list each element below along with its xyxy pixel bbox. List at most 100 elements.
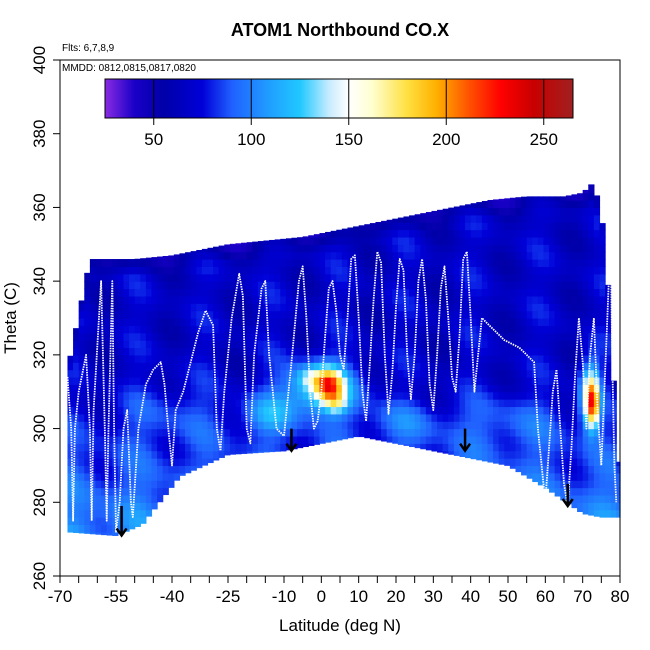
heatmap-cell (364, 224, 371, 231)
heatmap-cell (571, 207, 578, 216)
heatmap-cell (112, 531, 119, 536)
heatmap-cell (453, 325, 461, 334)
heatmap-cell (106, 435, 113, 444)
heatmap-cell (560, 399, 567, 408)
heatmap-cell (549, 450, 556, 459)
heatmap-cell (179, 391, 186, 400)
heatmap-cell (73, 517, 80, 525)
heatmap-cell (224, 450, 231, 456)
heatmap-cell (246, 391, 253, 400)
heatmap-cell (224, 266, 231, 275)
heatmap-cell (543, 347, 550, 356)
heatmap-cell (593, 214, 601, 223)
heatmap-cell (73, 347, 80, 356)
heatmap-cell (515, 340, 522, 349)
heatmap-cell (476, 244, 483, 253)
heatmap-cell (140, 266, 147, 275)
heatmap-cell (89, 435, 97, 444)
heatmap-cell (274, 406, 281, 415)
heatmap-cell (190, 354, 197, 363)
heatmap-cell (330, 340, 337, 349)
heatmap-cell (504, 369, 511, 378)
heatmap-cell (201, 281, 209, 290)
heatmap-cell (190, 362, 197, 371)
heatmap-cell (397, 266, 405, 275)
heatmap-cell (425, 369, 433, 378)
heatmap-cell (285, 238, 293, 245)
heatmap-cell (67, 450, 74, 459)
heatmap-cell (487, 450, 494, 459)
heatmap-cell (493, 391, 500, 400)
heatmap-cell (218, 273, 225, 282)
heatmap-cell (123, 295, 130, 304)
heatmap-cell (403, 435, 410, 444)
heatmap-cell (235, 435, 242, 444)
heatmap-cell (246, 273, 253, 282)
heatmap-cell (297, 354, 304, 363)
heatmap-cell (129, 517, 136, 525)
heatmap-cell (493, 354, 500, 363)
heatmap-cell (129, 487, 136, 496)
heatmap-cell (392, 399, 399, 408)
heatmap-cell (543, 428, 550, 437)
heatmap-cell (605, 443, 612, 452)
heatmap-cell (470, 376, 477, 385)
heatmap-cell (341, 391, 349, 400)
heatmap-cell (313, 259, 321, 267)
heatmap-cell (218, 406, 225, 415)
heatmap-cell (185, 354, 192, 363)
heatmap-cell (515, 421, 522, 430)
heatmap-cell (229, 332, 237, 341)
heatmap-cell (84, 272, 91, 275)
heatmap-cell (504, 214, 511, 223)
heatmap-cell (375, 406, 382, 415)
heatmap-cell (297, 384, 304, 393)
heatmap-cell (577, 391, 584, 400)
x-tick-label: 20 (387, 587, 406, 606)
heatmap-cell (593, 502, 601, 511)
heatmap-cell (577, 384, 584, 393)
heatmap-cell (280, 443, 287, 452)
heatmap-cell (151, 259, 158, 267)
heatmap-cell (89, 502, 97, 511)
heatmap-cell (330, 332, 337, 341)
heatmap-cell (420, 362, 427, 371)
heatmap-cell (588, 185, 595, 194)
heatmap-cell (498, 303, 505, 312)
heatmap-cell (224, 362, 231, 371)
heatmap-cell (78, 406, 85, 415)
heatmap-cell (397, 318, 405, 326)
heatmap-cell (252, 399, 259, 408)
heatmap-cell (84, 421, 91, 430)
heatmap-cell (577, 273, 584, 282)
heatmap-cell (263, 376, 270, 385)
heatmap-cell (173, 391, 181, 400)
heatmap-cell (347, 251, 354, 260)
heatmap-cell (129, 362, 136, 371)
heatmap-cell (274, 295, 281, 304)
heatmap-cell (493, 332, 500, 341)
heatmap-cell (353, 303, 360, 312)
heatmap-cell (218, 362, 225, 371)
heatmap-cell (459, 362, 466, 371)
heatmap-cell (593, 376, 601, 385)
heatmap-cell (409, 281, 416, 290)
heatmap-cell (425, 435, 433, 444)
heatmap-cell (509, 443, 517, 452)
heatmap-cell (246, 413, 253, 422)
heatmap-cell (493, 199, 500, 201)
heatmap-cell (565, 207, 573, 216)
heatmap-cell (465, 421, 472, 430)
heatmap-cell (610, 399, 617, 408)
heatmap-cell (386, 428, 393, 437)
heatmap-cell (431, 222, 438, 231)
heatmap-cell (358, 413, 365, 422)
heatmap-cell (196, 325, 203, 334)
heatmap-cell (185, 465, 192, 474)
heatmap-cell (532, 480, 539, 483)
heatmap-cell (134, 340, 141, 349)
heatmap-cell (73, 362, 80, 371)
heatmap-cell (341, 413, 349, 422)
heatmap-cell (73, 428, 80, 437)
heatmap-cell (565, 266, 573, 275)
